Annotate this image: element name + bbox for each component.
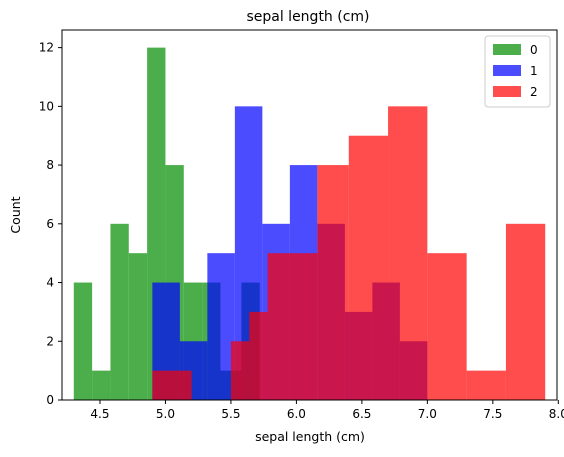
legend: 0 1 2 <box>484 35 551 108</box>
chart-title: sepal length (cm) <box>246 9 369 25</box>
bar-class-2 <box>249 311 268 400</box>
x-tick-label: 7.5 <box>483 407 502 421</box>
legend-swatch-1 <box>493 65 521 76</box>
bar-class-0 <box>73 282 93 400</box>
x-tick-label: 7.0 <box>418 407 437 421</box>
x-tick-label: 5.5 <box>221 407 240 421</box>
x-tick-label: 6.5 <box>352 407 371 421</box>
x-tick-label: 6.0 <box>287 407 306 421</box>
bar-class-2 <box>505 223 546 400</box>
y-tick-label: 12 <box>39 41 54 55</box>
bar-class-2 <box>267 253 318 400</box>
y-tick-label: 0 <box>46 393 54 407</box>
legend-label-0: 0 <box>530 43 538 57</box>
x-tick-label: 8.0 <box>549 407 564 421</box>
x-tick-label: 5.0 <box>156 407 175 421</box>
legend-label-2: 2 <box>530 85 538 99</box>
bars-layer <box>73 47 546 401</box>
y-axis: 0 2 4 6 8 10 12 <box>39 41 62 407</box>
plot-frame <box>61 29 558 401</box>
bar-class-2 <box>348 135 389 400</box>
y-tick-label: 10 <box>39 99 54 113</box>
legend-swatch-0 <box>493 44 521 55</box>
bar-class-1 <box>207 253 235 400</box>
bar-class-0 <box>92 370 111 400</box>
bar-class-0 <box>128 253 148 400</box>
x-axis: 4.5 5.0 5.5 6.0 6.5 7.0 7.5 8.0 <box>90 400 564 421</box>
bar-class-0 <box>110 223 129 400</box>
y-tick-label: 6 <box>46 217 54 231</box>
bar-class-2 <box>466 370 506 400</box>
y-tick-label: 8 <box>46 158 54 172</box>
y-axis-label: Count <box>8 196 23 233</box>
x-axis-label: sepal length (cm) <box>255 429 365 444</box>
y-tick-label: 2 <box>46 334 54 348</box>
bar-class-2 <box>317 165 349 400</box>
bar-class-2 <box>388 106 428 400</box>
legend-swatch-2 <box>493 86 521 97</box>
x-tick-label: 4.5 <box>90 407 109 421</box>
bar-class-2 <box>230 341 250 400</box>
bar-class-2 <box>427 253 467 400</box>
y-tick-label: 4 <box>46 276 54 290</box>
bar-class-2 <box>152 370 192 400</box>
legend-label-1: 1 <box>530 64 538 78</box>
